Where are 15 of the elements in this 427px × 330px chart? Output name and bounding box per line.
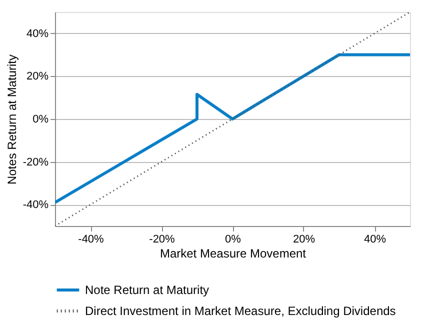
line-series (55, 53, 410, 204)
x-tick-label: 20% (292, 234, 316, 246)
x-tick-label: -40% (78, 234, 104, 246)
x-tick-label: 40% (364, 234, 386, 246)
legend-label: Direct Investment in Market Measure, Excluding Dividends (85, 304, 396, 318)
x-tick-label: 0% (225, 234, 242, 246)
y-tick-label: -40% (22, 199, 49, 212)
legend-label: Note Return at Maturity (85, 283, 210, 297)
x-tick-label: -20% (149, 234, 176, 246)
y-tick-label: -20% (22, 156, 49, 168)
y-tick-label: 20% (26, 70, 49, 83)
y-axis-title: Notes Return at Maturity (4, 54, 19, 185)
y-tick-label: 40% (26, 28, 49, 40)
x-axis-title: Market Measure Movement (160, 246, 307, 260)
y-tick-label: 0% (32, 114, 49, 126)
